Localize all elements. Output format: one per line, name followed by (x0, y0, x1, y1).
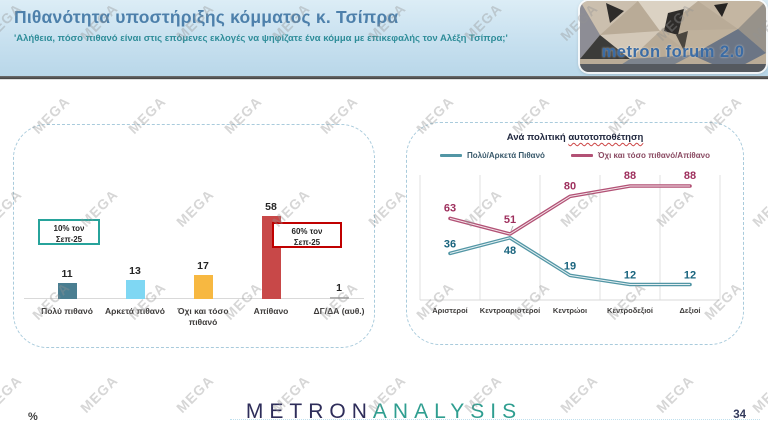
line-category-label: Αριστεροί (432, 306, 467, 315)
line-category-label: Δεξιοί (679, 306, 700, 315)
series-line-highlight (449, 237, 690, 285)
annotation-sep25-likely: 10% τον Σεπ-25 (38, 219, 100, 245)
line-chart-legend: Πολύ/Αρκετά Πιθανό Όχι και τόσο πιθανό/Α… (407, 151, 743, 160)
logo-text: metron forum 2.0 (601, 43, 745, 61)
bar-category-label: Αρκετά πιθανό (105, 306, 165, 316)
page-number: 34 (733, 409, 746, 421)
slide-header: Πιθανότητα υποστήριξης κόμματος κ. Τσίπρ… (0, 0, 768, 76)
annotation-sep25-unlikely: 60% τον Σεπ-25 (272, 222, 342, 248)
point-value-label: 19 (564, 260, 576, 272)
bar-segment (193, 274, 213, 299)
percent-axis-label: % (28, 411, 38, 423)
point-value-label: 88 (684, 170, 696, 182)
legend-item-likely: Πολύ/Αρκετά Πιθανό (439, 151, 545, 160)
annotation-line: 60% τον (291, 227, 323, 236)
brand-metron: METRON (245, 400, 373, 423)
point-value-label: 51 (504, 214, 516, 226)
legend-label: Πολύ/Αρκετά Πιθανό (466, 151, 545, 160)
line-category-label: Κεντροδεξιοί (607, 306, 653, 315)
label-leader-line (510, 225, 514, 232)
point-value-label: 80 (564, 180, 576, 192)
series-line (448, 184, 692, 236)
metron-analysis-logo: METRONANALYSIS (0, 400, 768, 424)
annotation-line: Σεπ-25 (55, 234, 83, 244)
bottom-frame-edge (230, 419, 760, 420)
brand-analysis: ANALYSIS (372, 400, 523, 423)
line-chart-title-underlined: αυτοτοποθέτηση (568, 132, 644, 143)
page-subtitle: 'Αλήθεια, πόσο πιθανό είναι στις επόμενε… (14, 33, 508, 44)
line-category-label: Κεντρώοι (553, 306, 587, 315)
point-value-label: 88 (624, 170, 636, 182)
logo-mosaic-image (580, 1, 766, 72)
bar-category-label: Απίθανο (253, 306, 289, 316)
legend-item-unlikely: Όχι και τόσο πιθανό/Απίθανο (570, 151, 711, 160)
watermark-text: MEGA (749, 186, 768, 230)
bar-category-label: Όχι και τόσο πιθανό (177, 306, 229, 327)
annotation-line: 10% τον (53, 224, 85, 233)
legend-label: Όχι και τόσο πιθανό/Απίθανο (597, 151, 711, 160)
line-category-label: Κεντροαριστεροί (480, 306, 540, 315)
annotation-line: Σεπ-25 (293, 237, 321, 247)
bar-value-label: 11 (61, 268, 73, 281)
line-chart-title: Ανά πολιτική αυτοτοποθέτηση (407, 132, 743, 143)
line-chart-svg: 36 48 19 12 12 63 51 80 88 88 Αριστεροί Κεντροαριστ… (419, 170, 721, 315)
legend-swatch-likely (439, 154, 462, 157)
bar-chart-panel: 10% τον Σεπ-25 60% τον Σεπ-25 11 Πολύ πιθ… (13, 124, 375, 348)
metron-forum-logo: metron forum 2.0 (580, 1, 766, 72)
legend-swatch-unlikely (570, 154, 593, 157)
header-divider-shadow (0, 79, 768, 80)
bar-value-label: 13 (129, 265, 141, 278)
point-value-label: 48 (504, 245, 516, 257)
bar-value-label: 1 (336, 282, 342, 294)
line-chart-title-prefix: Ανά πολιτική (506, 132, 569, 143)
header-divider (0, 76, 768, 79)
page-title: Πιθανότητα υποστήριξης κόμματος κ. Τσίπρ… (14, 7, 399, 27)
bar-segment (329, 297, 349, 299)
point-value-label: 63 (444, 202, 456, 214)
line-chart-panel: Ανά πολιτική αυτοτοποθέτηση Πολύ/Αρκετά … (406, 122, 744, 345)
bar-segment (57, 283, 77, 299)
series-line-highlight (449, 185, 690, 235)
point-value-label: 36 (444, 238, 456, 250)
point-value-label: 12 (624, 269, 636, 281)
bar-value-label: 17 (197, 259, 209, 272)
bar-category-label: ΔΓ/ΔΑ (αυθ.) (313, 306, 365, 316)
bar-value-label: 58 (265, 201, 277, 214)
bar-segment (125, 280, 145, 299)
bar-category-label: Πολύ πιθανό (41, 306, 93, 316)
point-value-label: 12 (684, 269, 696, 281)
bar-chart: 10% τον Σεπ-25 60% τον Σεπ-25 11 Πολύ πιθ… (14, 125, 374, 347)
